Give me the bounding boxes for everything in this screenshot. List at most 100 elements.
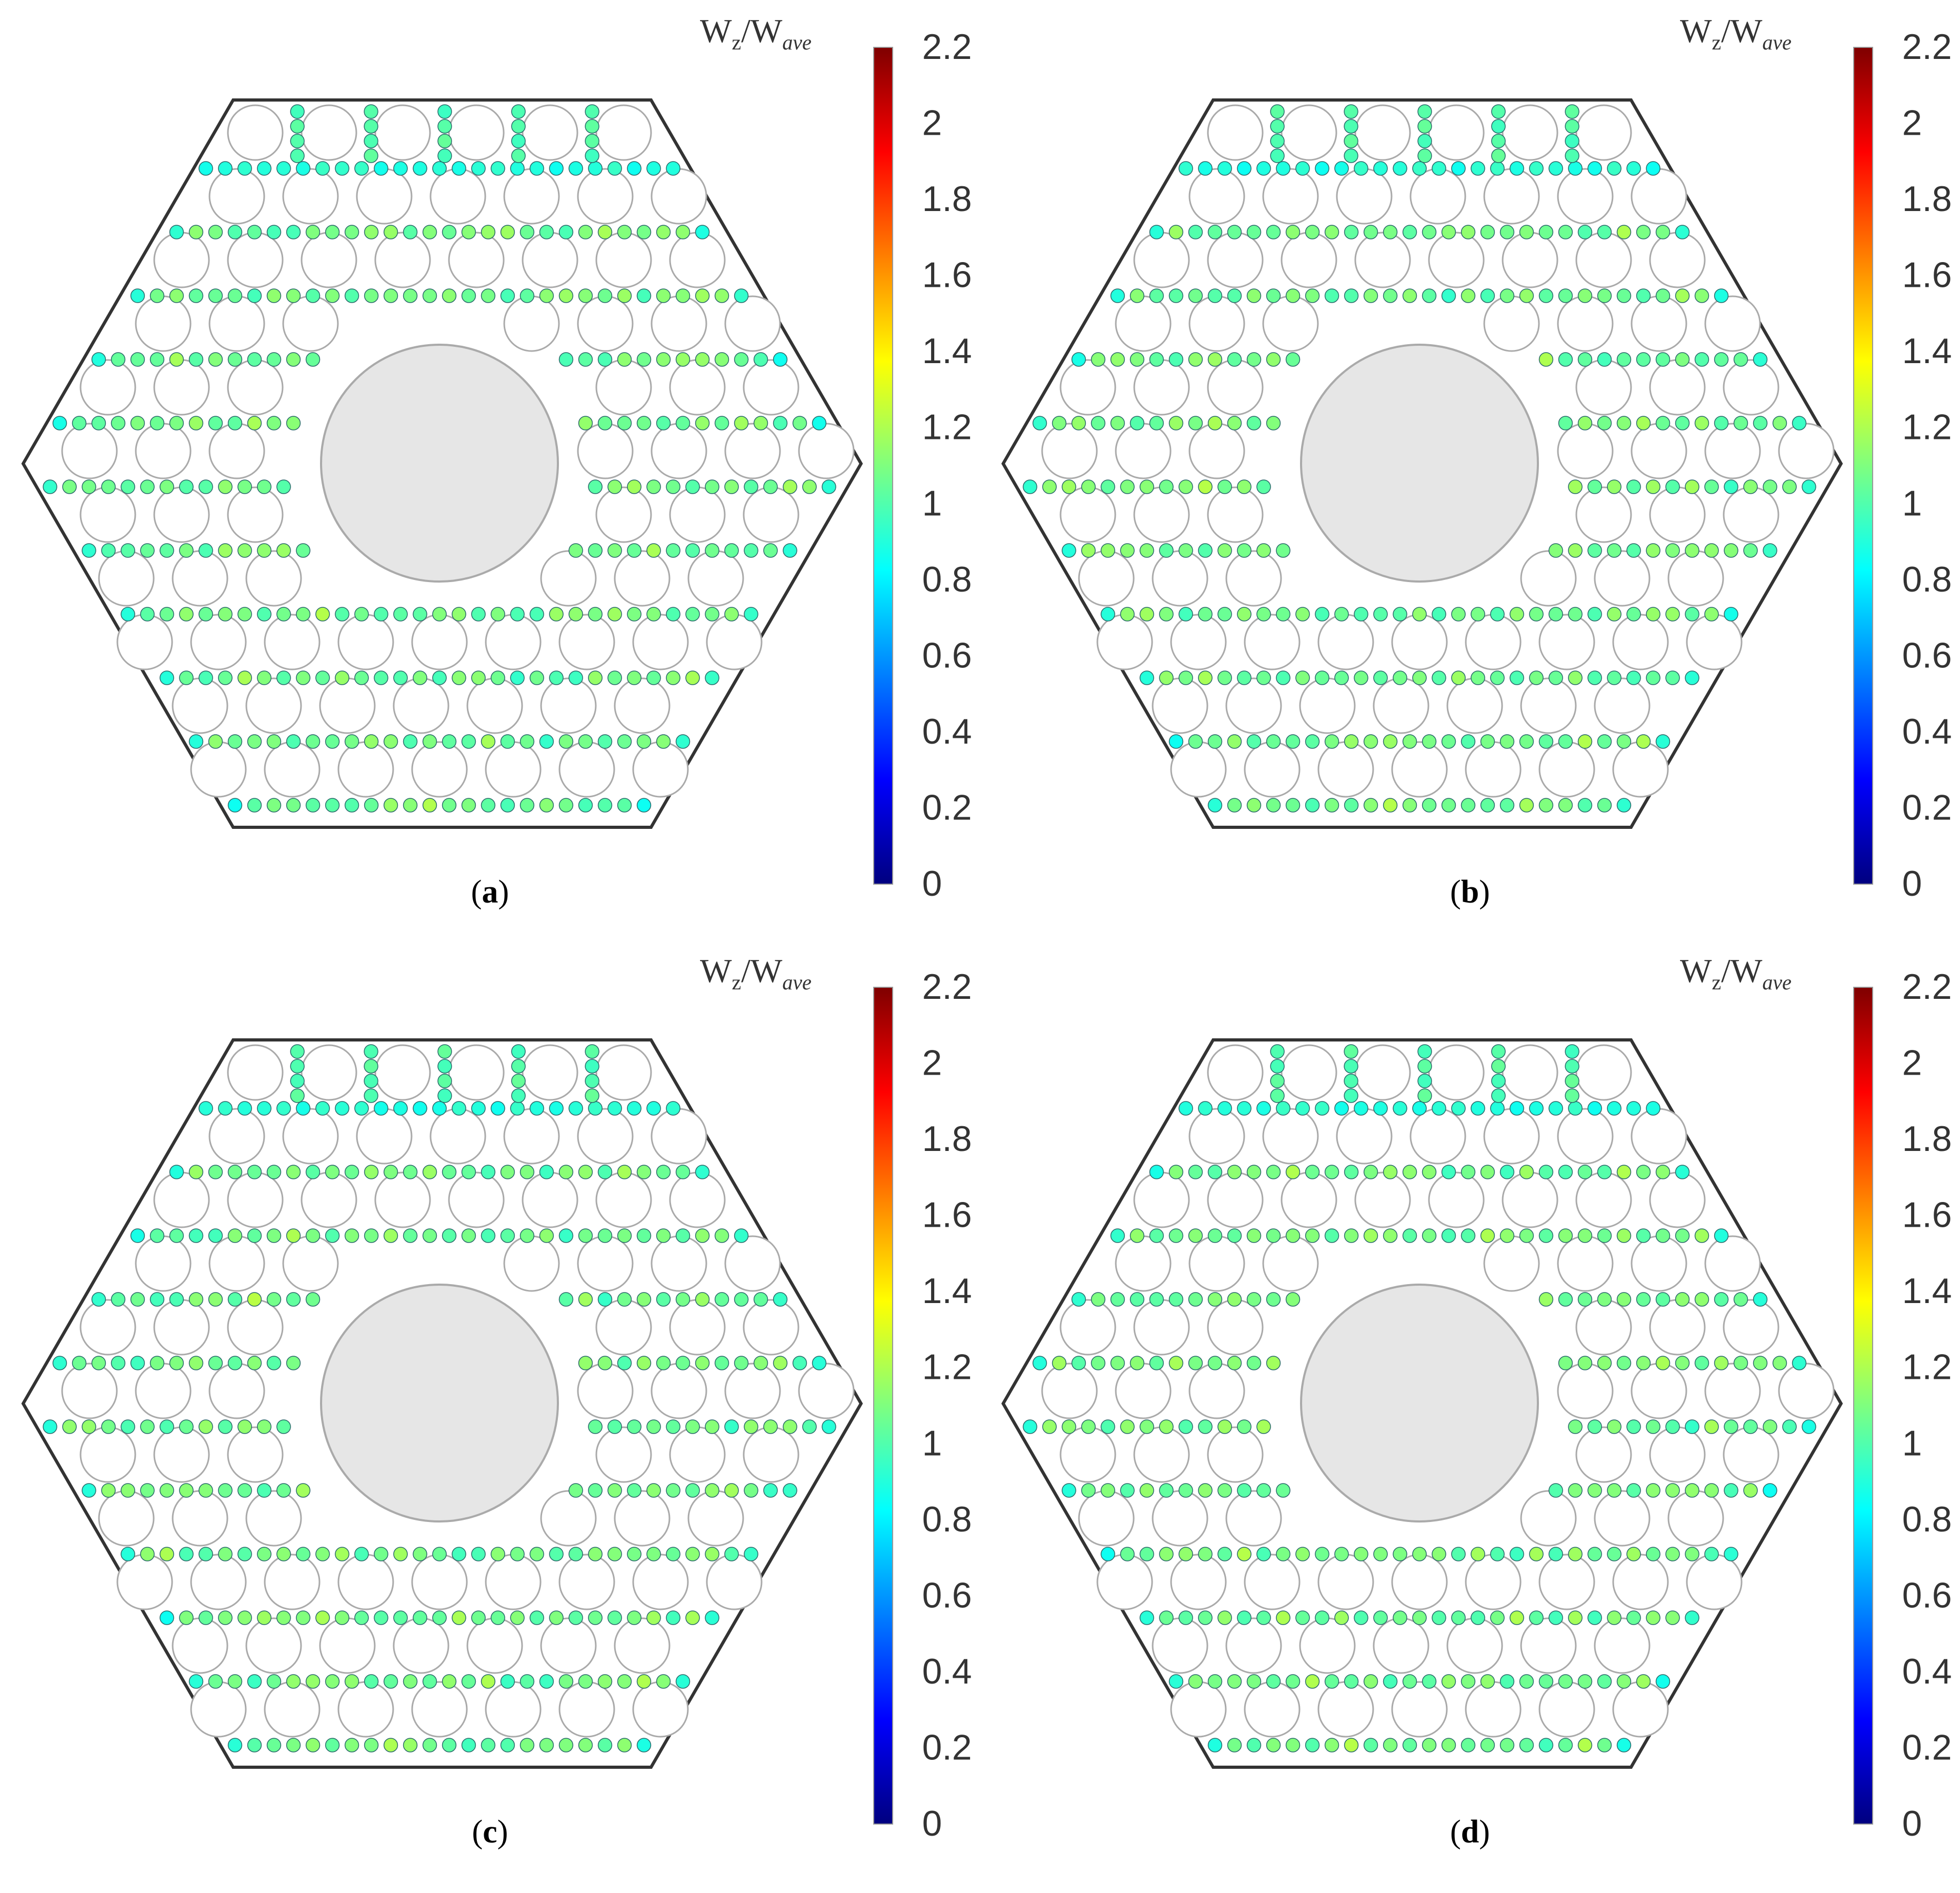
subchannel-marker [1422, 798, 1437, 813]
subchannel-marker [1315, 161, 1329, 176]
subchannel-marker [1538, 1674, 1554, 1689]
fuel-rod [227, 1044, 284, 1101]
subchannel-marker [1451, 670, 1466, 685]
subchannel-marker [1714, 1228, 1729, 1243]
subchannel-marker [432, 1101, 447, 1116]
subchannel-marker [646, 1419, 661, 1434]
subchannel-marker [617, 734, 632, 749]
subchannel-marker [1772, 1356, 1787, 1370]
subchannel-marker [1626, 543, 1641, 558]
subchannel-marker [159, 1610, 174, 1625]
subchannel-marker [1324, 1228, 1339, 1243]
subchannel-marker [1354, 670, 1368, 685]
subchannel-marker [383, 288, 398, 303]
subchannel-marker [1266, 1738, 1281, 1752]
fuel-rod [614, 677, 671, 734]
subchannel-marker [519, 1165, 535, 1179]
subchannel-marker [1139, 1483, 1154, 1498]
subchannel-marker [1548, 1610, 1563, 1625]
subchannel-marker [91, 1292, 106, 1307]
subchannel-marker [481, 1674, 496, 1689]
fuel-rod [79, 486, 136, 543]
subchannel-marker [149, 416, 165, 430]
subchannel-marker [597, 288, 613, 303]
subchannel-marker [1159, 607, 1174, 622]
subchannel-marker [354, 1610, 369, 1625]
fuel-rod [1538, 1554, 1595, 1610]
subchannel-marker [1334, 1101, 1349, 1116]
fuel-rod [245, 1617, 302, 1674]
subchannel-marker [1139, 543, 1154, 558]
subchannel-marker [491, 161, 505, 176]
subchannel-marker [685, 479, 700, 494]
fuel-rod [595, 1426, 652, 1483]
subchannel-marker [695, 288, 710, 303]
subchannel-marker [1491, 148, 1506, 163]
subchannel-marker [1763, 1419, 1777, 1434]
subchannel-marker [1276, 670, 1291, 685]
subchannel-marker [218, 670, 233, 685]
subchannel-marker [1110, 288, 1125, 303]
fuel-rod [319, 1617, 376, 1674]
subchannel-marker [1499, 1165, 1515, 1179]
fuel-rod [429, 168, 486, 225]
subchannel-marker [437, 148, 452, 163]
subchannel-marker [1422, 734, 1437, 749]
fuel-rod [558, 1554, 615, 1610]
fuel-rod [227, 359, 284, 416]
fuel-rod [1649, 359, 1706, 416]
subchannel-marker [519, 798, 535, 813]
subchannel-marker [1237, 607, 1252, 622]
subchannel-marker [1168, 734, 1184, 749]
subchannel-marker [218, 543, 233, 558]
subchannel-marker [1417, 1088, 1432, 1103]
subchannel-marker [364, 134, 378, 148]
fuel-rod [1391, 614, 1448, 670]
subchannel-marker [675, 1674, 691, 1689]
fuel-rod [1575, 486, 1632, 543]
subchannel-marker [198, 1101, 213, 1116]
subchannel-marker [1412, 161, 1427, 176]
subchannel-marker [511, 1059, 526, 1074]
fuel-rod [1502, 104, 1558, 161]
subchannel-marker [822, 1419, 836, 1434]
subchannel-marker [1256, 1547, 1271, 1561]
subchannel-marker [1565, 1059, 1579, 1074]
subchannel-marker [549, 1610, 564, 1625]
subchannel-marker [159, 1483, 174, 1498]
subchannel-marker [218, 607, 233, 622]
subchannel-marker [1607, 479, 1622, 494]
subchannel-marker [364, 798, 379, 813]
subchannel-marker [1315, 670, 1329, 685]
fuel-rod [632, 1681, 689, 1738]
subchannel-marker [1344, 1088, 1358, 1103]
subchannel-marker [1023, 479, 1037, 494]
fuel-rod [1446, 1617, 1503, 1674]
subchannel-marker [247, 734, 262, 749]
subchannel-marker [257, 543, 272, 558]
fuel-rod [1428, 104, 1485, 161]
subchannel-marker [344, 1165, 359, 1179]
subchannel-marker [188, 734, 204, 749]
subchannel-marker [585, 119, 599, 134]
subchannel-marker [1417, 119, 1432, 134]
colorbar-tick-label: 2 [922, 1043, 942, 1083]
subchannel-marker [1461, 734, 1476, 749]
fuel-rod [1317, 1681, 1374, 1738]
subchannel-marker [1285, 352, 1301, 367]
fuel-rod [522, 1171, 578, 1228]
subchannel-marker [315, 670, 330, 685]
subchannel-marker [1159, 670, 1174, 685]
subchannel-marker [1655, 734, 1671, 749]
subchannel-marker [1373, 1101, 1388, 1116]
subchannel-marker [1266, 1165, 1281, 1179]
subchannel-marker [519, 1674, 535, 1689]
subchannel-marker [588, 479, 603, 494]
subchannel-marker [529, 1101, 544, 1116]
subchannel-marker [290, 1074, 305, 1088]
subchannel-marker [1441, 734, 1456, 749]
subchannel-marker [290, 104, 305, 119]
fuel-rod [393, 1617, 449, 1674]
subchannel-marker [169, 1292, 184, 1307]
subchannel-marker [1675, 1292, 1690, 1307]
